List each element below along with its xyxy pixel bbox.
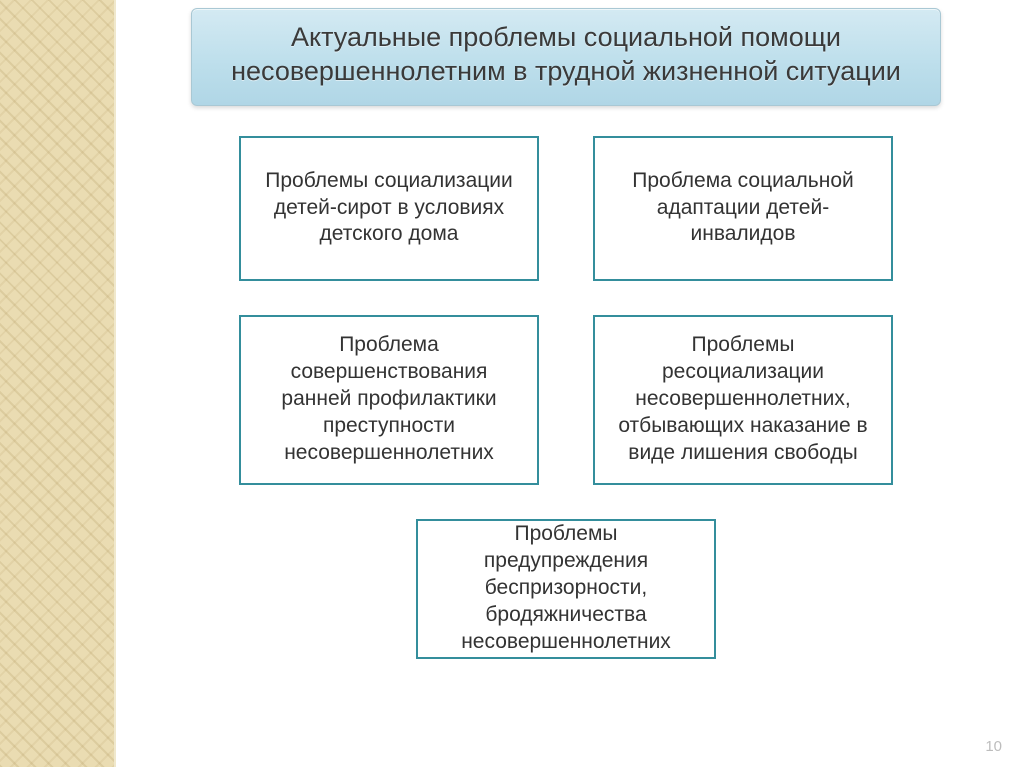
box-text: Проблема совершенствования ранней профил… (257, 332, 521, 466)
row-2: Проблема совершенствования ранней профил… (136, 315, 996, 485)
page-number: 10 (985, 738, 1002, 755)
slide-content: Актуальные проблемы социальной помощи не… (116, 0, 1024, 767)
box-text: Проблема социальной адаптации детей-инва… (611, 168, 875, 249)
problem-box-homelessness: Проблемы предупреждения беспризорности, … (416, 519, 716, 659)
decorative-left-strip (0, 0, 116, 767)
problem-box-orphan-socialization: Проблемы социализации детей-сирот в усло… (239, 136, 539, 281)
box-text: Проблемы социализации детей-сирот в усло… (257, 168, 521, 249)
row-1: Проблемы социализации детей-сирот в усло… (136, 136, 996, 281)
problem-box-crime-prevention: Проблема совершенствования ранней профил… (239, 315, 539, 485)
problem-box-resocialization: Проблемы ресоциализации несовершеннолетн… (593, 315, 893, 485)
box-text: Проблемы предупреждения беспризорности, … (434, 521, 698, 655)
slide-title: Актуальные проблемы социальной помощи не… (191, 8, 941, 106)
row-3: Проблемы предупреждения беспризорности, … (136, 519, 996, 659)
problem-box-disabled-adaptation: Проблема социальной адаптации детей-инва… (593, 136, 893, 281)
diagram-rows: Проблемы социализации детей-сирот в усло… (136, 136, 996, 659)
slide-title-text: Актуальные проблемы социальной помощи не… (220, 21, 912, 89)
box-text: Проблемы ресоциализации несовершеннолетн… (611, 332, 875, 466)
